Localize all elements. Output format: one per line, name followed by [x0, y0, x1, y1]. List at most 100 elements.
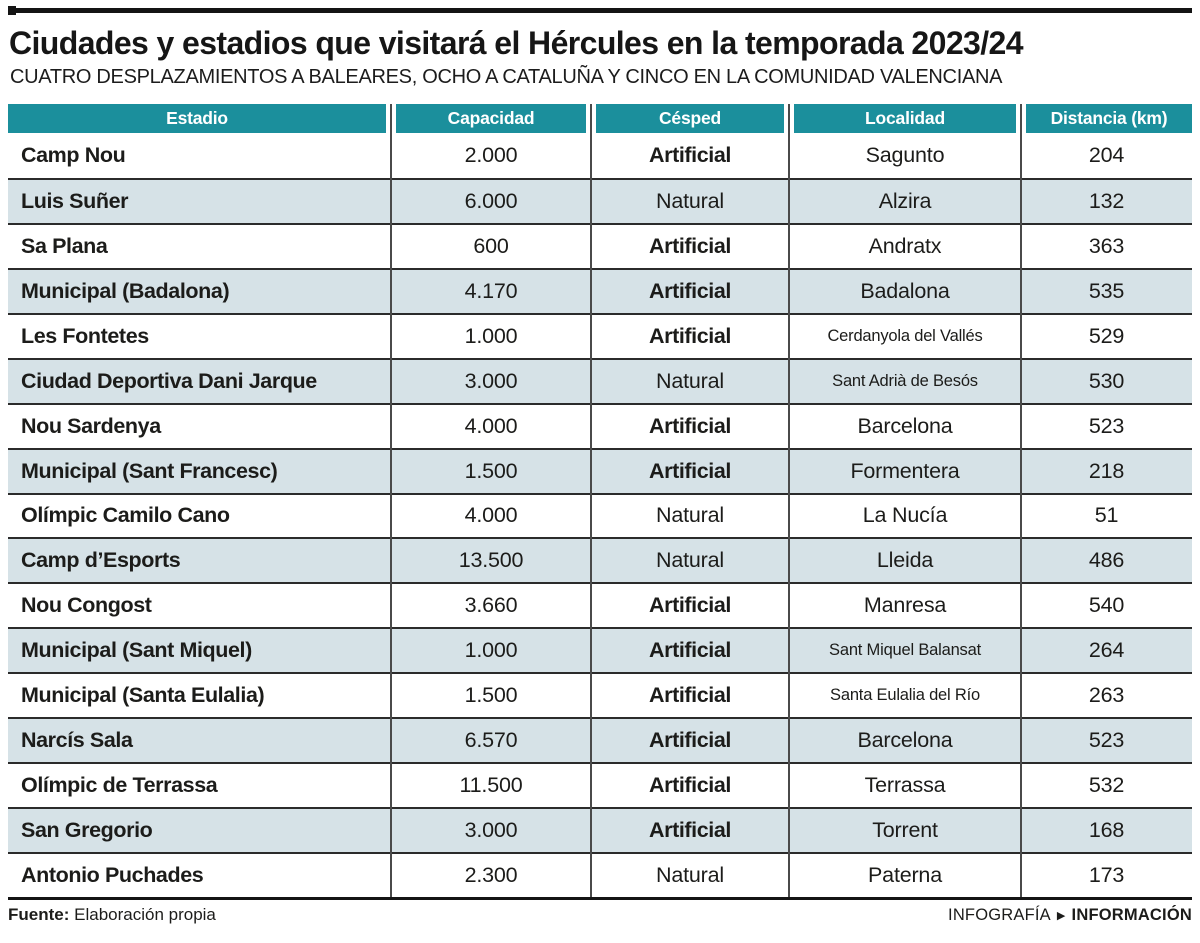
- table-row: Antonio Puchades 2.300 Natural Paterna 1…: [8, 852, 1192, 897]
- cell-cesped: Artificial: [648, 773, 732, 798]
- cell-cesped: Artificial: [648, 728, 732, 753]
- cell-cesped: Artificial: [648, 233, 732, 258]
- table-row: Olímpic Camilo Cano 4.000 Natural La Nuc…: [8, 492, 1192, 538]
- cell-estadio: Municipal (Sant Francesc): [21, 458, 278, 483]
- cell-localidad: Terrassa: [864, 773, 946, 798]
- cell-localidad: La Nucía: [862, 503, 948, 528]
- table-header-row: Estadio Capacidad Césped Localidad Dista…: [8, 104, 1192, 133]
- cell-cesped: Artificial: [648, 278, 732, 303]
- cell-capacidad: 6.000: [464, 188, 518, 213]
- cell-distancia: 264: [1088, 638, 1125, 663]
- cell-estadio: Nou Sardenya: [21, 413, 161, 438]
- cell-localidad: Andratx: [868, 233, 942, 258]
- table-row: Les Fontetes 1.000 Artificial Cerdanyola…: [8, 312, 1192, 358]
- cell-estadio: Narcís Sala: [21, 728, 133, 753]
- credit-note: INFOGRAFÍA ▶ INFORMACIÓN: [948, 906, 1192, 925]
- cell-capacidad: 1.500: [464, 458, 518, 483]
- column-header-estadio: Estadio: [8, 104, 386, 133]
- cell-capacidad: 1.000: [464, 323, 518, 348]
- cell-capacidad: 1.500: [464, 683, 518, 708]
- cell-estadio: Luis Suñer: [21, 188, 129, 213]
- cell-distancia: 535: [1088, 278, 1125, 303]
- cell-estadio: Camp Nou: [21, 142, 126, 167]
- table-row: Municipal (Sant Francesc) 1.500 Artifici…: [8, 447, 1192, 493]
- cell-estadio: San Gregorio: [21, 818, 153, 843]
- cell-distancia: 263: [1088, 683, 1125, 708]
- cell-capacidad: 4.000: [464, 413, 518, 438]
- column-header-localidad: Localidad: [794, 104, 1016, 133]
- top-rule-cap: [8, 6, 16, 15]
- cell-localidad: Lleida: [876, 548, 934, 573]
- cell-localidad: Torrent: [872, 818, 938, 843]
- cell-distancia: 218: [1088, 458, 1125, 483]
- cell-estadio: Municipal (Santa Eulalia): [21, 683, 265, 708]
- cell-localidad: Santa Eulalia del Río: [830, 686, 980, 705]
- cell-localidad: Barcelona: [857, 728, 953, 753]
- top-rule: [8, 6, 1192, 15]
- cell-distancia: 363: [1088, 233, 1125, 258]
- cell-localidad: Manresa: [863, 593, 947, 618]
- table-row: Sa Plana 600 Artificial Andratx 363: [8, 222, 1192, 268]
- cell-capacidad: 1.000: [464, 638, 518, 663]
- cell-estadio: Olímpic de Terrassa: [21, 773, 218, 798]
- cell-estadio: Ciudad Deportiva Dani Jarque: [21, 368, 317, 393]
- table-row: Nou Sardenya 4.000 Artificial Barcelona …: [8, 402, 1192, 448]
- cell-distancia: 51: [1094, 503, 1119, 528]
- cell-distancia: 523: [1088, 728, 1125, 753]
- header-col-capacidad: Capacidad: [391, 104, 591, 133]
- cell-cesped: Artificial: [648, 818, 732, 843]
- cell-estadio: Les Fontetes: [21, 323, 149, 348]
- cell-localidad: Badalona: [860, 278, 950, 303]
- source-label: Fuente:: [8, 905, 70, 924]
- cell-capacidad: 4.170: [464, 278, 518, 303]
- header-col-localidad: Localidad: [789, 104, 1021, 133]
- cell-distancia: 173: [1088, 862, 1125, 887]
- table-row: Ciudad Deportiva Dani Jarque 3.000 Natur…: [8, 357, 1192, 403]
- table-row: Municipal (Santa Eulalia) 1.500 Artifici…: [8, 672, 1192, 717]
- cell-estadio: Antonio Puchades: [21, 862, 204, 887]
- header-col-estadio: Estadio: [8, 104, 391, 133]
- column-divider: [390, 104, 392, 897]
- cell-localidad: Paterna: [868, 862, 942, 887]
- table-row: Camp Nou 2.000 Artificial Sagunto 204: [8, 133, 1192, 178]
- table-row: Narcís Sala 6.570 Artificial Barcelona 5…: [8, 717, 1192, 763]
- credit-informacion: INFORMACIÓN: [1071, 905, 1192, 924]
- cell-cesped: Artificial: [648, 638, 732, 663]
- credit-infografia: INFOGRAFÍA: [948, 905, 1051, 924]
- table-row: San Gregorio 3.000 Artificial Torrent 16…: [8, 807, 1192, 852]
- cell-capacidad: 11.500: [459, 773, 523, 798]
- table-bottom-rule: [8, 897, 1192, 900]
- cell-estadio: Municipal (Badalona): [21, 278, 230, 303]
- cell-cesped: Natural: [656, 188, 724, 213]
- column-header-cesped: Césped: [596, 104, 784, 133]
- table-body: Camp Nou 2.000 Artificial Sagunto 204 Lu…: [8, 133, 1192, 897]
- cell-cesped: Natural: [656, 368, 724, 393]
- table-row: Luis Suñer 6.000 Natural Alzira 132: [8, 177, 1192, 223]
- cell-cesped: Artificial: [648, 593, 732, 618]
- cell-distancia: 486: [1088, 548, 1125, 573]
- cell-capacidad: 3.660: [464, 593, 518, 618]
- cell-estadio: Olímpic Camilo Cano: [21, 503, 230, 528]
- page-title: Ciudades y estadios que visitará el Hérc…: [9, 25, 1024, 61]
- cell-capacidad: 3.000: [464, 818, 518, 843]
- cell-capacidad: 4.000: [464, 503, 518, 528]
- cell-distancia: 523: [1088, 413, 1125, 438]
- column-header-capacidad: Capacidad: [396, 104, 586, 133]
- cell-capacidad: 600: [473, 233, 509, 258]
- cell-estadio: Nou Congost: [21, 593, 152, 618]
- cell-localidad: Formentera: [850, 458, 960, 483]
- page-subtitle: CUATRO DESPLAZAMIENTOS A BALEARES, OCHO …: [10, 66, 1003, 88]
- cell-localidad: Barcelona: [857, 413, 953, 438]
- column-divider: [788, 104, 790, 897]
- cell-estadio: Sa Plana: [21, 233, 108, 258]
- cell-distancia: 532: [1088, 773, 1125, 798]
- cell-capacidad: 13.500: [458, 548, 524, 573]
- header-col-distancia: Distancia (km): [1021, 104, 1192, 133]
- table-row: Camp d’Esports 13.500 Natural Lleida 486: [8, 537, 1192, 583]
- cell-distancia: 529: [1088, 323, 1125, 348]
- cell-capacidad: 3.000: [464, 368, 518, 393]
- header-col-cesped: Césped: [591, 104, 789, 133]
- cell-distancia: 540: [1088, 593, 1125, 618]
- cell-cesped: Artificial: [648, 142, 732, 167]
- column-divider: [1020, 104, 1022, 897]
